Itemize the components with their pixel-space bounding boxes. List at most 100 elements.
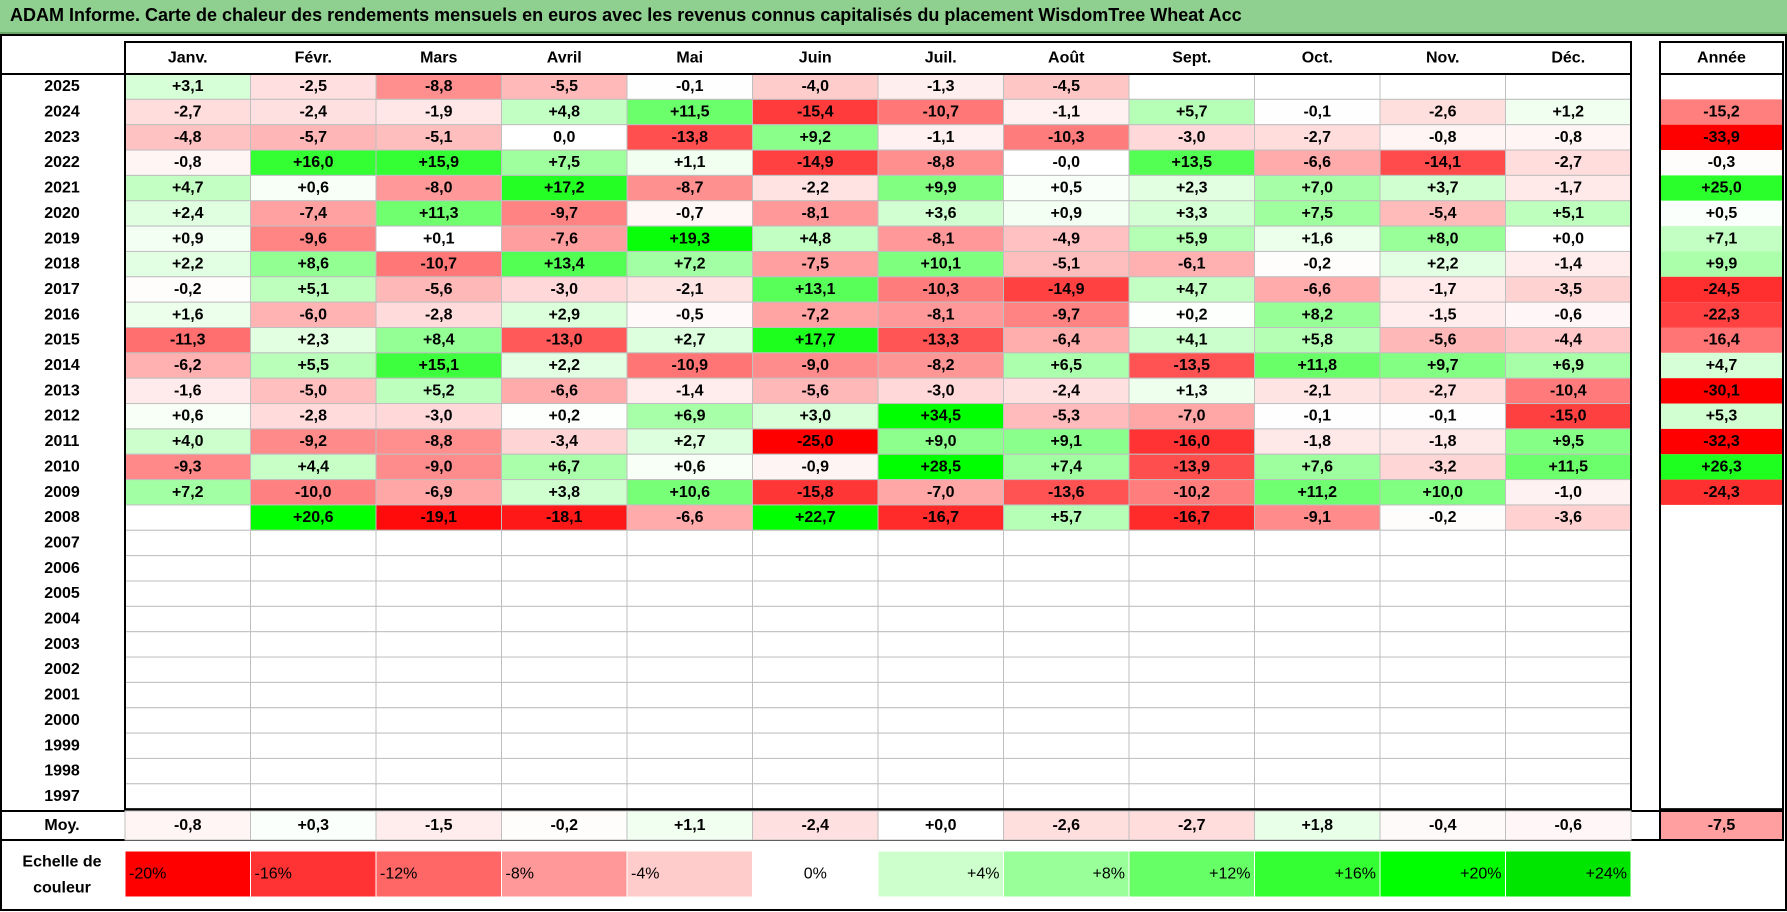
annual-cell [1660, 758, 1783, 784]
heatmap-cell [1254, 605, 1381, 633]
heatmap-cell [375, 580, 502, 607]
heatmap-cell [1254, 98, 1381, 126]
heatmap-cell [626, 580, 753, 607]
heatmap-cell [1505, 656, 1632, 683]
cell-value: -8,8 [425, 78, 453, 95]
heatmap-cell [375, 453, 502, 481]
cell-value: -8,1 [927, 306, 955, 323]
heatmap-cell [626, 377, 753, 405]
heatmap-cell [1128, 377, 1255, 405]
heatmap-cell [877, 783, 1004, 810]
heatmap-cell [501, 707, 628, 734]
avg-cell [375, 810, 502, 841]
heatmap-cell [1254, 656, 1381, 683]
heatmap-cell [1379, 656, 1506, 683]
heatmap-cell [1505, 555, 1632, 582]
heatmap-cell [626, 707, 753, 734]
heatmap-cell [501, 681, 628, 709]
cell-value: -1,7 [1429, 281, 1457, 298]
scale-swatch [752, 850, 879, 898]
cell-value: +9,9 [925, 180, 957, 197]
cell-value: -10,7 [923, 104, 960, 121]
heatmap-cell [1003, 98, 1130, 126]
month-header-3: Avril [547, 50, 582, 67]
heatmap-cell [1379, 250, 1506, 278]
heatmap-cell [877, 479, 1004, 506]
heatmap-cell [124, 605, 251, 633]
heatmap-cell [501, 124, 628, 151]
cell-value: +1,6 [1301, 230, 1333, 247]
cell-value: +15,1 [419, 357, 460, 374]
heatmap-cell [1379, 149, 1506, 176]
annual-cell [1660, 99, 1783, 125]
annual-value: -16,4 [1703, 332, 1740, 349]
cell-value: -0,1 [1303, 104, 1331, 121]
cell-value: -2,1 [676, 281, 704, 298]
heatmap-cell [626, 555, 753, 582]
heatmap-cell [1003, 631, 1130, 658]
heatmap-cell [250, 200, 377, 227]
heatmap-cell [1128, 200, 1255, 227]
cell-value: +4,8 [548, 104, 580, 121]
cell-value: -10,2 [1174, 484, 1211, 501]
cell-value: -2,5 [299, 78, 327, 95]
cell-value: +5,9 [1176, 230, 1208, 247]
heatmap-cell [877, 656, 1004, 683]
annual-cell [1660, 74, 1783, 100]
heatmap-cell [1128, 276, 1255, 303]
heatmap-cell [501, 276, 628, 303]
cell-value: -4,9 [1052, 230, 1080, 247]
cell-value: -18,1 [546, 509, 583, 526]
annual-cell [1660, 479, 1783, 505]
heatmap-cell [375, 631, 502, 658]
heatmap-cell [501, 529, 628, 557]
heatmap-cell [375, 732, 502, 759]
heatmap-cell [124, 352, 251, 379]
heatmap-cell [1505, 73, 1632, 100]
cell-value: -4,4 [1554, 332, 1582, 349]
cell-value: +4,4 [297, 458, 329, 475]
cell-value: -25,0 [797, 433, 834, 450]
month-header-4: Mai [676, 50, 703, 67]
cell-value: +10,0 [1423, 484, 1464, 501]
year-label: 2007 [44, 534, 80, 551]
year-label: 2014 [44, 357, 80, 374]
cell-value: +2,2 [1427, 256, 1459, 273]
scale-swatch [1254, 850, 1381, 898]
heatmap-cell [375, 555, 502, 582]
heatmap-cell [1379, 529, 1506, 557]
heatmap-cell [1505, 98, 1632, 126]
annual-cell [1660, 175, 1783, 201]
cell-value: -1,1 [1052, 104, 1080, 121]
cell-value: +20,6 [293, 509, 334, 526]
heatmap-cell [1505, 529, 1632, 557]
cell-value: -1,8 [1429, 433, 1457, 450]
year-label: 1997 [44, 788, 80, 805]
avg-cell [501, 810, 628, 841]
avg-cell [626, 810, 753, 841]
heatmap-cell [626, 732, 753, 759]
heatmap-cell [1003, 656, 1130, 683]
cell-value: +2,3 [1176, 180, 1208, 197]
heatmap-cell [1003, 529, 1130, 557]
annual-cell [1660, 403, 1783, 429]
cell-value: -4,5 [1052, 78, 1080, 95]
cell-value: -15,8 [797, 484, 834, 501]
heatmap-cell [877, 504, 1004, 531]
heatmap-cell [124, 783, 251, 810]
cell-value: +5,2 [423, 382, 455, 399]
cell-value: +2,2 [548, 357, 580, 374]
heatmap-cell [124, 504, 251, 531]
heatmap-cell [124, 656, 251, 683]
cell-value: -0,2 [1429, 509, 1457, 526]
heatmap-cell [626, 529, 753, 557]
heatmap-cell [752, 783, 879, 810]
annual-value: +26,3 [1701, 458, 1742, 475]
cell-value: +17,2 [544, 180, 585, 197]
scale-label-line1: Echelle de [22, 854, 101, 871]
cell-value: -10,3 [1048, 129, 1085, 146]
cell-value: -2,7 [1303, 129, 1331, 146]
cell-value: +19,3 [670, 230, 711, 247]
cell-value: +1,6 [172, 306, 204, 323]
